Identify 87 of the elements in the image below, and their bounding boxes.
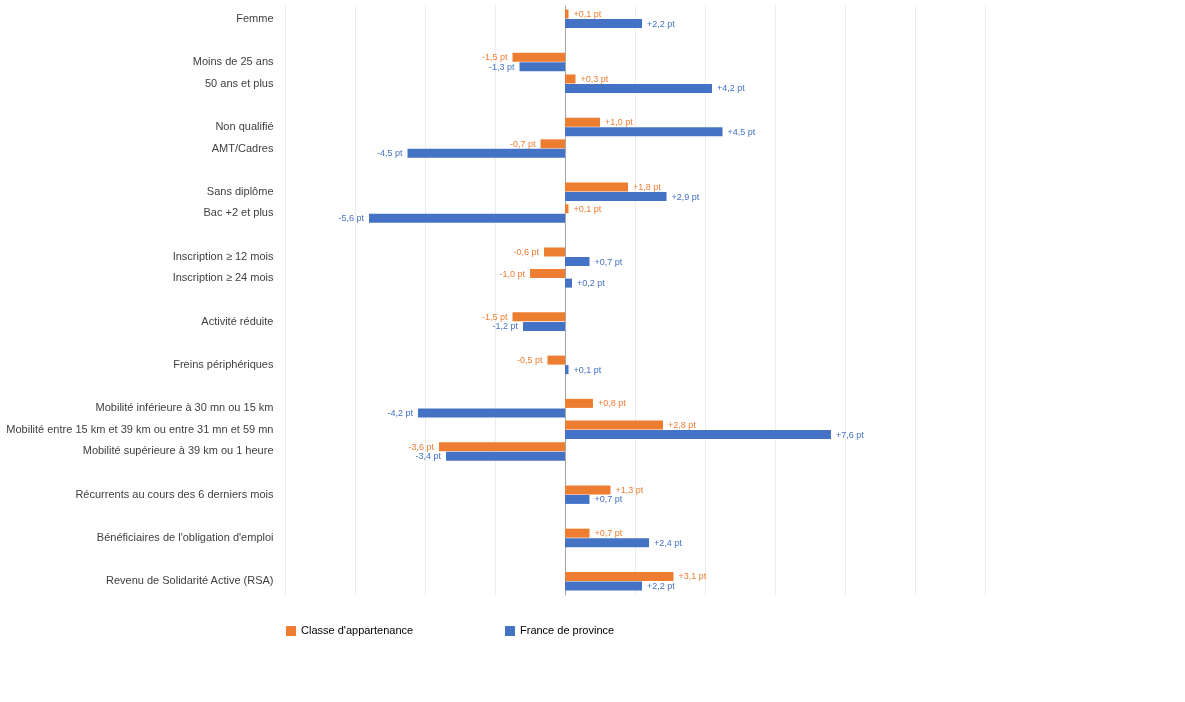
bar	[407, 148, 565, 158]
bar	[512, 52, 565, 62]
bar	[565, 117, 600, 127]
bar	[565, 494, 590, 504]
bar	[565, 538, 649, 548]
y-tick-label: Freins périphériques	[173, 357, 274, 370]
data-label: +0,7 pt	[594, 494, 623, 505]
bar	[565, 365, 569, 375]
bar	[565, 192, 667, 202]
data-label: -1,0 pt	[499, 268, 526, 279]
bar	[565, 204, 569, 214]
data-label: +0,3 pt	[580, 73, 609, 84]
bar	[519, 62, 565, 72]
data-label: +1,3 pt	[615, 484, 644, 495]
y-tick-label: AMT/Cadres	[211, 141, 274, 154]
data-label: +1,8 pt	[633, 182, 662, 193]
data-label: -1,3 pt	[488, 61, 515, 72]
bar	[530, 269, 565, 279]
data-label: +4,2 pt	[717, 83, 746, 94]
y-tick-label: Mobilité supérieure à 39 km ou 1 heure	[82, 444, 274, 457]
bar	[540, 139, 565, 149]
bar	[565, 182, 628, 192]
bar	[439, 442, 565, 452]
bar	[565, 581, 642, 591]
data-label: +2,8 pt	[668, 420, 697, 431]
bar	[544, 247, 565, 257]
data-label: -4,5 pt	[376, 148, 403, 159]
data-label: -1,5 pt	[481, 311, 508, 322]
bar	[565, 485, 611, 495]
y-tick-label: Mobilité inférieure à 30 mn ou 15 km	[95, 401, 274, 414]
data-label: +4,5 pt	[727, 126, 756, 137]
data-label: +0,2 pt	[577, 278, 606, 289]
legend-label: France de province	[520, 624, 615, 636]
bar	[369, 213, 565, 223]
bar	[565, 19, 642, 29]
data-label: +0,8 pt	[598, 398, 627, 409]
bar	[446, 451, 565, 461]
y-tick-label: Inscription ≥ 24 mois	[172, 271, 274, 284]
data-label: +2,4 pt	[654, 537, 683, 548]
data-label: +3,1 pt	[678, 571, 707, 582]
data-label: -3,6 pt	[408, 441, 435, 452]
y-tick-label: Non qualifié	[215, 119, 274, 132]
data-label: +2,9 pt	[671, 191, 700, 202]
data-label: +0,1 pt	[573, 364, 602, 375]
data-label: -0,7 pt	[509, 138, 536, 149]
bar	[565, 9, 569, 19]
data-label: -1,5 pt	[481, 52, 508, 63]
bar	[565, 127, 723, 137]
y-tick-label: Inscription ≥ 12 mois	[172, 249, 274, 262]
data-label: +2,2 pt	[647, 580, 676, 591]
bar	[565, 257, 590, 266]
y-tick-label: Revenu de Solidarité Active (RSA)	[105, 574, 274, 587]
data-label: +2,2 pt	[647, 18, 676, 29]
data-label: -4,2 pt	[387, 407, 414, 418]
y-tick-label: Récurrents au cours des 6 derniers mois	[75, 487, 274, 500]
y-tick-label: Mobilité entre 15 km et 39 km ou entre 31 mn et 59 mn	[6, 422, 274, 435]
bar	[565, 528, 590, 538]
data-label: -0,5 pt	[516, 355, 543, 366]
y-tick-label: Femme	[236, 11, 274, 24]
data-label: +0,7 pt	[594, 528, 623, 539]
data-label: -5,6 pt	[338, 213, 365, 224]
bar	[418, 408, 565, 418]
data-label: -3,4 pt	[415, 451, 442, 462]
bar	[565, 420, 663, 430]
y-tick-label: Bénéficiaires de l'obligation d'emploi	[96, 530, 274, 543]
y-tick-label: Activité réduite	[201, 314, 274, 327]
bar	[565, 83, 712, 93]
y-tick-label: Moins de 25 ans	[192, 55, 274, 68]
data-label: +0,1 pt	[573, 9, 602, 20]
data-label: +0,1 pt	[573, 203, 602, 214]
bar	[565, 278, 572, 288]
legend-label: Classe d'appartenance	[301, 624, 414, 636]
data-label: -1,2 pt	[492, 321, 519, 332]
bar	[547, 355, 565, 365]
bar	[565, 571, 674, 581]
y-tick-label: Sans diplôme	[206, 184, 274, 197]
y-tick-label: 50 ans et plus	[205, 76, 274, 89]
bar	[523, 321, 565, 331]
bar	[565, 430, 831, 440]
data-label: +0,7 pt	[594, 256, 623, 267]
bar	[565, 74, 576, 84]
y-tick-label: Bac +2 et plus	[203, 206, 274, 219]
data-label: +1,0 pt	[605, 117, 634, 128]
data-label: -0,6 pt	[513, 246, 540, 257]
bar	[565, 398, 593, 408]
bar	[512, 312, 565, 322]
data-label: +7,6 pt	[836, 429, 865, 440]
